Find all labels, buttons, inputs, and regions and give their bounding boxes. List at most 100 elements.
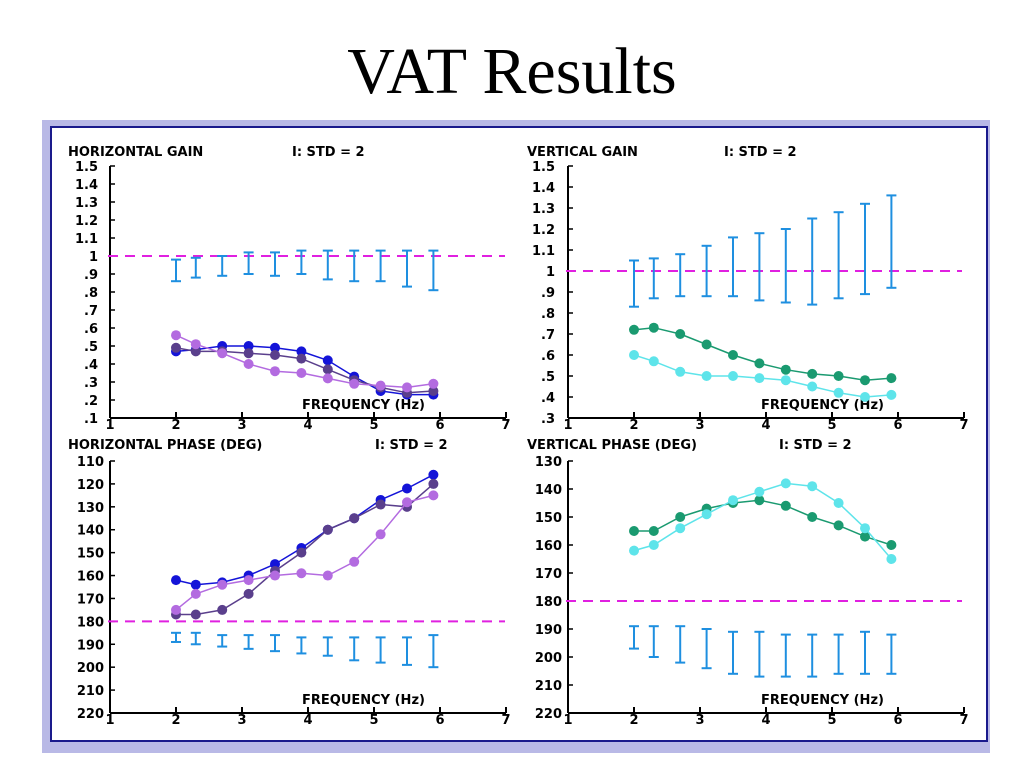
x-tick-label: 2 [629, 713, 638, 728]
x-tick-label: 3 [237, 418, 246, 433]
std-error-bar [270, 251, 280, 277]
y-tick-label: 200 [77, 661, 104, 676]
y-tick-label: 1 [546, 265, 555, 280]
data-point [190, 609, 201, 620]
data-point [349, 556, 360, 567]
data-point [428, 478, 439, 489]
y-tick-label: .4 [541, 391, 555, 406]
data-point [171, 342, 181, 353]
std-error-bar [375, 249, 386, 283]
x-tick-label: 5 [369, 418, 378, 433]
std-label: I: STD = 2 [724, 145, 797, 160]
y-tick-label: .9 [541, 286, 555, 301]
x-tick-label: 1 [563, 713, 572, 728]
std-error-bar [701, 244, 712, 298]
data-point [402, 497, 412, 508]
data-point [886, 540, 897, 550]
x-tick-label: 4 [761, 418, 770, 433]
x-tick-label: 2 [629, 418, 638, 433]
data-point [243, 359, 254, 369]
data-point [780, 500, 791, 511]
chart-title: HORIZONTAL PHASE (DEG) [68, 438, 262, 453]
x-axis-label: FREQUENCY (Hz) [761, 398, 884, 413]
std-error-bar [296, 249, 307, 275]
data-point [243, 588, 254, 599]
series-line-1 [633, 326, 892, 381]
data-point [675, 366, 686, 377]
x-tick-label: 3 [695, 418, 704, 433]
std-error-bar [701, 628, 712, 670]
chart-title: HORIZONTAL GAIN [68, 145, 203, 160]
std-error-bar [349, 636, 360, 662]
std-error-bar [349, 249, 360, 283]
y-tick-label: 140 [77, 524, 104, 539]
std-error-bar [807, 633, 818, 678]
y-tick-label: .7 [541, 328, 555, 343]
y-tick-label: .2 [84, 394, 98, 409]
data-point [701, 371, 712, 381]
std-error-bar [322, 249, 333, 281]
x-axis-label: FREQUENCY (Hz) [302, 693, 425, 708]
x-axis-label: FREQUENCY (Hz) [302, 398, 425, 413]
std-error-bar [860, 630, 870, 675]
x-axis-label: FREQUENCY (Hz) [761, 693, 884, 708]
data-point [780, 364, 791, 375]
data-point [675, 329, 686, 339]
data-point [243, 341, 254, 351]
y-tick-label: 180 [535, 595, 562, 610]
data-point [190, 579, 201, 590]
y-tick-label: 1.3 [75, 196, 98, 211]
y-tick-label: 150 [77, 547, 104, 562]
chart-title: VERTICAL PHASE (DEG) [527, 438, 697, 453]
data-point [754, 486, 765, 497]
data-point [296, 368, 307, 378]
x-tick-label: 7 [501, 713, 510, 728]
x-tick-label: 3 [237, 713, 246, 728]
y-tick-label: 210 [535, 679, 562, 694]
data-point [402, 483, 412, 494]
data-point [860, 392, 870, 402]
y-tick-label: 1.1 [532, 244, 555, 259]
data-point [190, 588, 201, 599]
y-tick-label: 200 [535, 651, 562, 666]
data-point [428, 469, 439, 480]
data-point [270, 559, 280, 570]
std-error-bar [243, 634, 254, 650]
std-error-bar [833, 633, 844, 675]
data-point [648, 356, 659, 367]
data-point [402, 382, 412, 393]
std-error-bar [296, 636, 307, 655]
y-tick-label: 150 [535, 511, 562, 526]
y-tick-label: .6 [84, 322, 98, 337]
std-error-bar [243, 251, 254, 275]
y-tick-label: 160 [77, 570, 104, 585]
data-point [322, 364, 333, 375]
data-point [375, 499, 386, 510]
data-point [190, 339, 201, 350]
std-error-bar [171, 631, 181, 643]
data-point [428, 386, 439, 396]
x-tick-label: 2 [171, 713, 180, 728]
std-error-bar [780, 228, 791, 304]
x-tick-label: 1 [105, 418, 114, 433]
data-point [217, 579, 228, 590]
data-point [860, 523, 870, 534]
std-error-bar [886, 633, 897, 675]
data-point [349, 513, 360, 524]
data-point [217, 348, 228, 359]
data-point [375, 529, 386, 540]
series-line-1 [634, 499, 892, 546]
x-tick-label: 5 [369, 713, 378, 728]
data-point [728, 371, 738, 381]
std-error-bar [728, 630, 738, 675]
data-point [349, 378, 360, 389]
std-error-bar [629, 259, 639, 308]
x-tick-label: 1 [105, 713, 114, 728]
y-tick-label: 190 [535, 623, 562, 638]
x-tick-label: 7 [959, 713, 968, 728]
std-error-bar [860, 202, 870, 296]
data-point [860, 531, 870, 542]
std-error-bar [780, 633, 791, 678]
std-error-bar [217, 255, 228, 277]
data-point [833, 371, 844, 381]
